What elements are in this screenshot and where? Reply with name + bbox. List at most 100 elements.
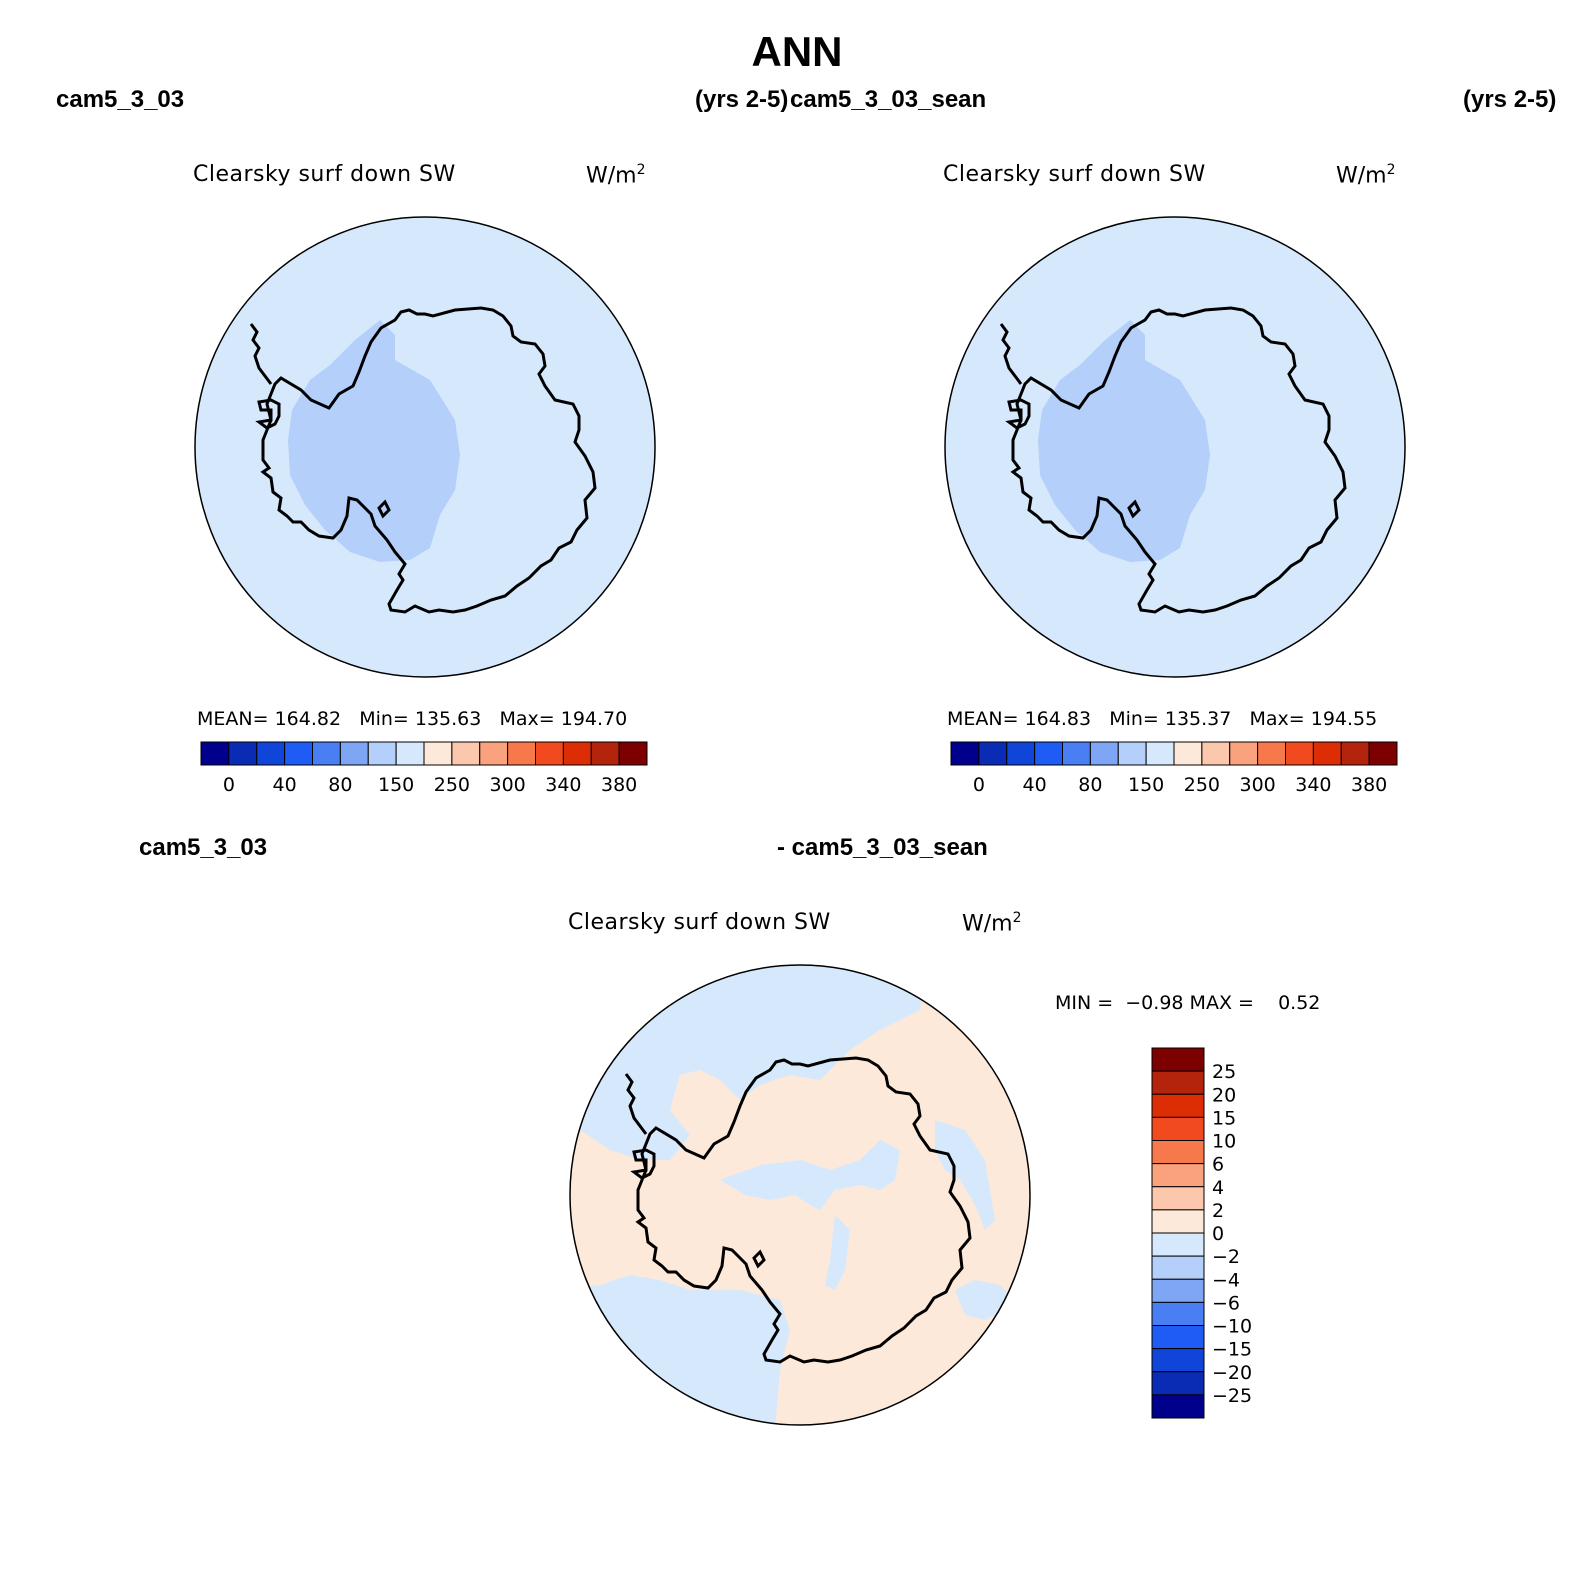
diff-colorbar-swatch <box>1151 1232 1205 1257</box>
right-colorbar-swatch <box>1006 741 1036 766</box>
right-colorbar-tick-label: 150 <box>1128 774 1164 796</box>
right-colorbar-swatch <box>1340 741 1370 766</box>
left-max-value: 194.70 <box>560 708 628 730</box>
left-colorbar-swatch <box>535 741 564 766</box>
right-colorbar-swatch <box>1117 741 1147 766</box>
left-colorbar-swatch <box>256 741 286 766</box>
figure-title: ANN <box>751 28 843 75</box>
diff-colorbar-swatch <box>1151 1394 1205 1419</box>
diff-neg-region-southwest <box>570 1275 790 1425</box>
diff-max-label: MAX = <box>1189 992 1254 1014</box>
right-colorbar-swatch <box>1201 741 1231 766</box>
left-years-label: (yrs 2-5) <box>695 86 789 113</box>
right-colorbar-swatch <box>1173 741 1203 766</box>
left-colorbar-swatch <box>367 741 397 766</box>
diff-colorbar-tick-label: 4 <box>1212 1177 1224 1199</box>
right-colorbar-swatch <box>1145 741 1175 766</box>
right-map <box>944 216 1406 678</box>
diff-colorbar-swatch <box>1151 1186 1205 1211</box>
left-variable-label: Clearsky surf down SW <box>193 162 456 187</box>
left-colorbar-tick-label: 40 <box>273 774 297 796</box>
diff-max-value: 0.52 <box>1278 992 1321 1014</box>
left-max-label: Max= <box>499 708 555 730</box>
diff-colorbar-swatch <box>1151 1140 1205 1165</box>
right-map-border <box>944 216 1406 678</box>
left-case-label: cam5_3_03 <box>56 86 185 113</box>
diff-neg-region-center <box>720 1140 900 1210</box>
left-map <box>194 216 656 678</box>
right-colorbar-swatch <box>978 741 1008 766</box>
left-colorbar: 0 40 80 150 250 300 340 380 <box>200 741 648 796</box>
left-colorbar-tick-label: 0 <box>223 774 235 796</box>
diff-colorbar-swatch <box>1151 1163 1205 1188</box>
diff-colorbar-tick-label: −2 <box>1212 1246 1240 1268</box>
right-colorbar-swatch <box>950 741 980 766</box>
diff-units-sup: 2 <box>1012 910 1022 926</box>
right-colorbar-swatch <box>1368 741 1398 766</box>
diff-colorbar-tick-label: −20 <box>1212 1362 1252 1384</box>
left-colorbar-tick-label: 80 <box>328 774 352 796</box>
left-units-label: W/m2 <box>586 162 646 188</box>
diff-colorbar-swatch <box>1151 1209 1205 1234</box>
left-min-label: Min= <box>359 708 409 730</box>
right-colorbar-tick-label: 300 <box>1239 774 1275 796</box>
left-colorbar-swatch <box>507 741 536 766</box>
diff-map <box>569 964 1031 1426</box>
right-colorbar-swatch <box>1062 741 1091 766</box>
left-colorbar-swatch <box>590 741 620 766</box>
right-colorbar-swatch <box>1034 741 1063 766</box>
diff-colorbar-tick-label: −4 <box>1212 1269 1240 1291</box>
right-colorbar-swatch <box>1089 741 1119 766</box>
left-map-border <box>194 216 656 678</box>
right-colorbar-tick-label: 0 <box>973 774 985 796</box>
right-variable-label: Clearsky surf down SW <box>943 162 1206 187</box>
right-colorbar-swatch <box>1257 741 1286 766</box>
right-units-sup: 2 <box>1386 162 1396 178</box>
diff-colorbar-tick-label: −25 <box>1212 1385 1252 1407</box>
diff-colorbar-swatch <box>1151 1371 1205 1396</box>
diff-colorbar-swatch <box>1151 1093 1205 1118</box>
right-colorbar-swatch <box>1312 741 1342 766</box>
diff-variable-label: Clearsky surf down SW <box>568 910 831 935</box>
left-colorbar-swatch <box>312 741 341 766</box>
right-colorbar: 0 40 80 150 250 300 340 380 <box>950 741 1398 796</box>
diff-colorbar-tick-label: 6 <box>1212 1154 1224 1176</box>
left-units-base: W/m <box>586 163 637 189</box>
diff-colorbar-tick-label: −15 <box>1212 1339 1252 1361</box>
left-colorbar-swatch <box>423 741 453 766</box>
diff-colorbar-swatch <box>1151 1301 1205 1326</box>
right-mean-value: 164.83 <box>1024 708 1092 730</box>
diff-colorbar-tick-label: 10 <box>1212 1131 1236 1153</box>
diff-neg-region-east <box>935 1120 995 1230</box>
left-colorbar-swatch <box>200 741 230 766</box>
right-colorbar-tick-label: 380 <box>1351 774 1387 796</box>
diff-colorbar-swatch <box>1151 1070 1205 1095</box>
left-colorbar-tick-label: 250 <box>434 774 470 796</box>
right-low-region <box>1038 320 1210 562</box>
diff-case-label-a: cam5_3_03 <box>139 834 268 861</box>
right-colorbar-swatch <box>1285 741 1314 766</box>
right-colorbar-swatch <box>1229 741 1259 766</box>
right-colorbar-tick-label: 80 <box>1078 774 1102 796</box>
left-colorbar-swatch <box>451 741 481 766</box>
right-mean-label: MEAN= <box>947 708 1019 730</box>
diff-units-label: W/m2 <box>962 910 1022 936</box>
left-colorbar-swatch <box>618 741 648 766</box>
diff-colorbar-tick-label: 20 <box>1212 1084 1236 1106</box>
left-low-region <box>288 320 460 562</box>
left-colorbar-tick-label: 340 <box>545 774 581 796</box>
diff-colorbar-swatch <box>1151 1116 1205 1141</box>
right-colorbar-tick-label: 250 <box>1184 774 1220 796</box>
diff-colorbar-tick-label: 15 <box>1212 1107 1236 1129</box>
diff-colorbar-swatch <box>1151 1325 1205 1350</box>
diff-map-border <box>569 964 1031 1426</box>
diff-colorbar-tick-label: 0 <box>1212 1223 1224 1245</box>
left-colorbar-tick-label: 380 <box>601 774 637 796</box>
left-min-value: 135.63 <box>414 708 482 730</box>
diff-colorbar-swatch <box>1151 1278 1205 1303</box>
diff-colorbar-swatch <box>1151 1047 1205 1072</box>
diff-colorbar-tick-label: −10 <box>1212 1316 1252 1338</box>
left-colorbar-swatch <box>479 741 509 766</box>
